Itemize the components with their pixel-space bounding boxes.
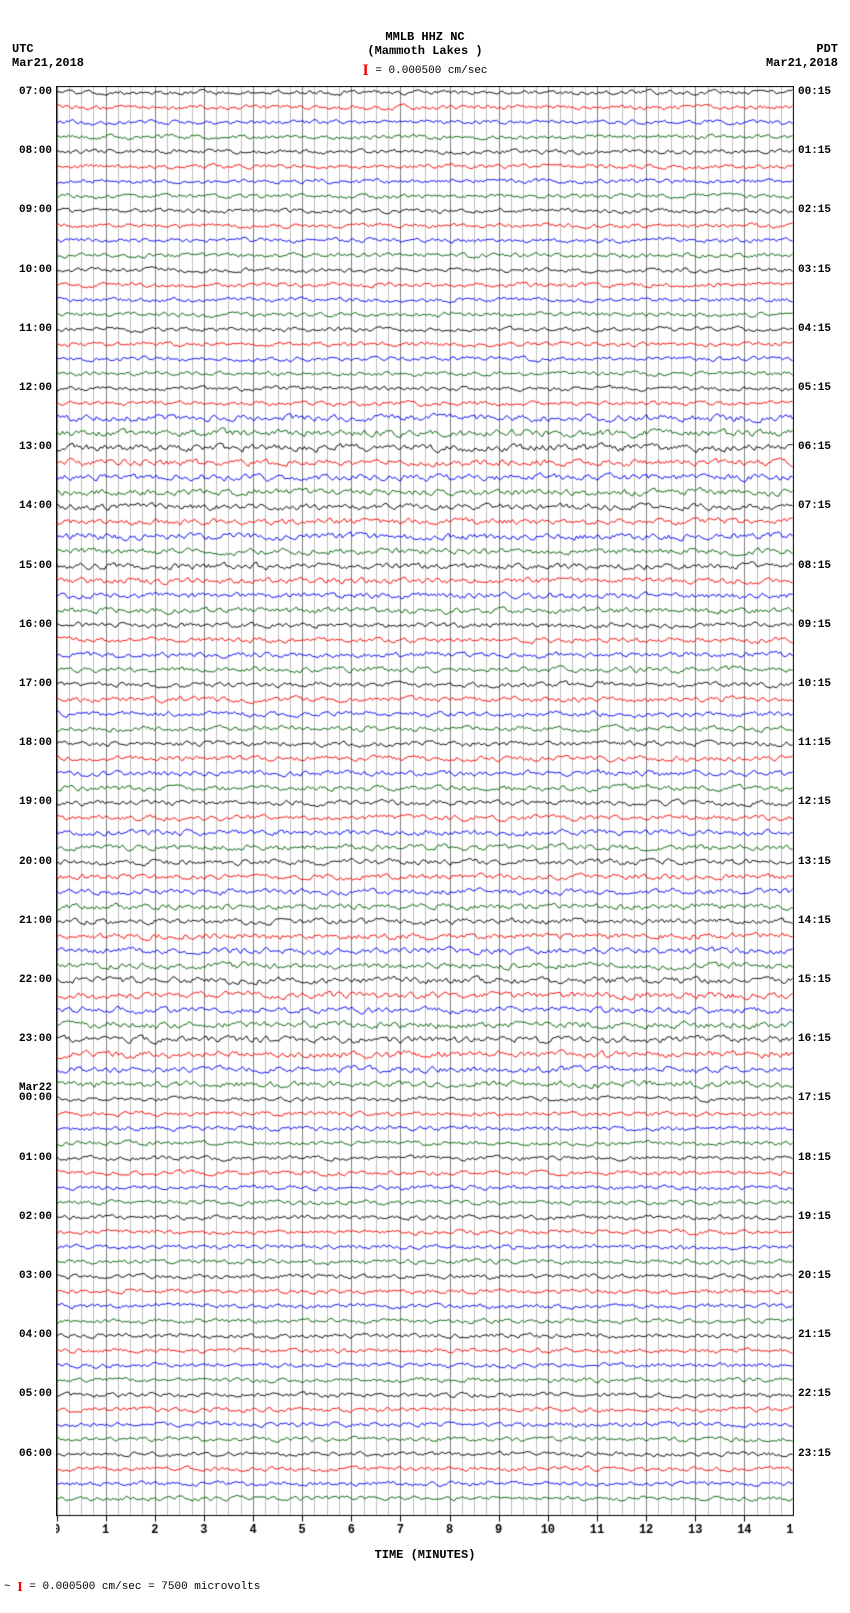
right-time-label: 02:15	[798, 204, 831, 216]
right-time-label: 04:15	[798, 323, 831, 335]
title-line1: MMLB HHZ NC	[0, 30, 850, 44]
left-time-label: 23:00	[19, 1033, 52, 1045]
left-time-label: 12:00	[19, 382, 52, 394]
scale-bar-icon: I	[362, 62, 368, 79]
header-right: PDT Mar21,2018	[766, 42, 838, 70]
left-time-label: 00:00	[19, 1092, 52, 1104]
left-time-label: 16:00	[19, 619, 52, 631]
left-time-label: 10:00	[19, 264, 52, 276]
footnote-bar-icon: I	[17, 1580, 22, 1595]
right-time-label: 20:15	[798, 1270, 831, 1282]
left-time-label: 17:00	[19, 678, 52, 690]
right-time-label: 09:15	[798, 619, 831, 631]
plot-area: 07:0008:0009:0010:0011:0012:0013:0014:00…	[56, 86, 794, 1546]
right-time-label: 19:15	[798, 1211, 831, 1223]
right-time-label: 01:15	[798, 145, 831, 157]
right-date: Mar21,2018	[766, 56, 838, 70]
right-time-label: 17:15	[798, 1092, 831, 1104]
left-time-label: 19:00	[19, 796, 52, 808]
footnote-prefix: ~	[4, 1581, 11, 1593]
left-time-label: 18:00	[19, 737, 52, 749]
left-time-label: 22:00	[19, 974, 52, 986]
right-time-label: 22:15	[798, 1388, 831, 1400]
right-time-label: 00:15	[798, 86, 831, 98]
right-time-label: 21:15	[798, 1329, 831, 1341]
scale-text: = 0.000500 cm/sec	[375, 65, 487, 77]
title-line2: (Mammoth Lakes )	[0, 44, 850, 58]
right-time-label: 10:15	[798, 678, 831, 690]
left-time-label: 03:00	[19, 1270, 52, 1282]
left-time-label: 13:00	[19, 441, 52, 453]
right-time-label: 06:15	[798, 441, 831, 453]
footnote-text: = 0.000500 cm/sec = 7500 microvolts	[29, 1581, 260, 1593]
right-time-label: 07:15	[798, 500, 831, 512]
right-time-label: 13:15	[798, 856, 831, 868]
right-time-label: 14:15	[798, 915, 831, 927]
left-time-label: 11:00	[19, 323, 52, 335]
left-time-label: 15:00	[19, 560, 52, 572]
left-time-label: 21:00	[19, 915, 52, 927]
left-time-label: 07:00	[19, 86, 52, 98]
left-time-label: 05:00	[19, 1388, 52, 1400]
header-center: MMLB HHZ NC (Mammoth Lakes )	[0, 30, 850, 58]
right-time-label: 23:15	[798, 1448, 831, 1460]
right-time-label: 08:15	[798, 560, 831, 572]
right-time-label: 16:15	[798, 1033, 831, 1045]
x-axis-title: TIME (MINUTES)	[0, 1548, 850, 1562]
left-time-label: 09:00	[19, 204, 52, 216]
right-tz: PDT	[766, 42, 838, 56]
left-time-label: 08:00	[19, 145, 52, 157]
seismogram-page: UTC Mar21,2018 MMLB HHZ NC (Mammoth Lake…	[0, 0, 850, 1596]
footnote: ~ I = 0.000500 cm/sec = 7500 microvolts	[0, 1580, 850, 1596]
header: UTC Mar21,2018 MMLB HHZ NC (Mammoth Lake…	[0, 0, 850, 80]
seismogram-canvas	[56, 86, 794, 1546]
right-time-label: 03:15	[798, 264, 831, 276]
left-time-label: 14:00	[19, 500, 52, 512]
left-time-label: 20:00	[19, 856, 52, 868]
scale-indicator: I = 0.000500 cm/sec	[0, 62, 850, 80]
left-time-label: 02:00	[19, 1211, 52, 1223]
right-time-label: 11:15	[798, 737, 831, 749]
left-time-label: 01:00	[19, 1152, 52, 1164]
right-time-label: 12:15	[798, 796, 831, 808]
left-time-label: 06:00	[19, 1448, 52, 1460]
right-time-label: 18:15	[798, 1152, 831, 1164]
right-time-label: 15:15	[798, 974, 831, 986]
right-time-label: 05:15	[798, 382, 831, 394]
left-time-label: 04:00	[19, 1329, 52, 1341]
